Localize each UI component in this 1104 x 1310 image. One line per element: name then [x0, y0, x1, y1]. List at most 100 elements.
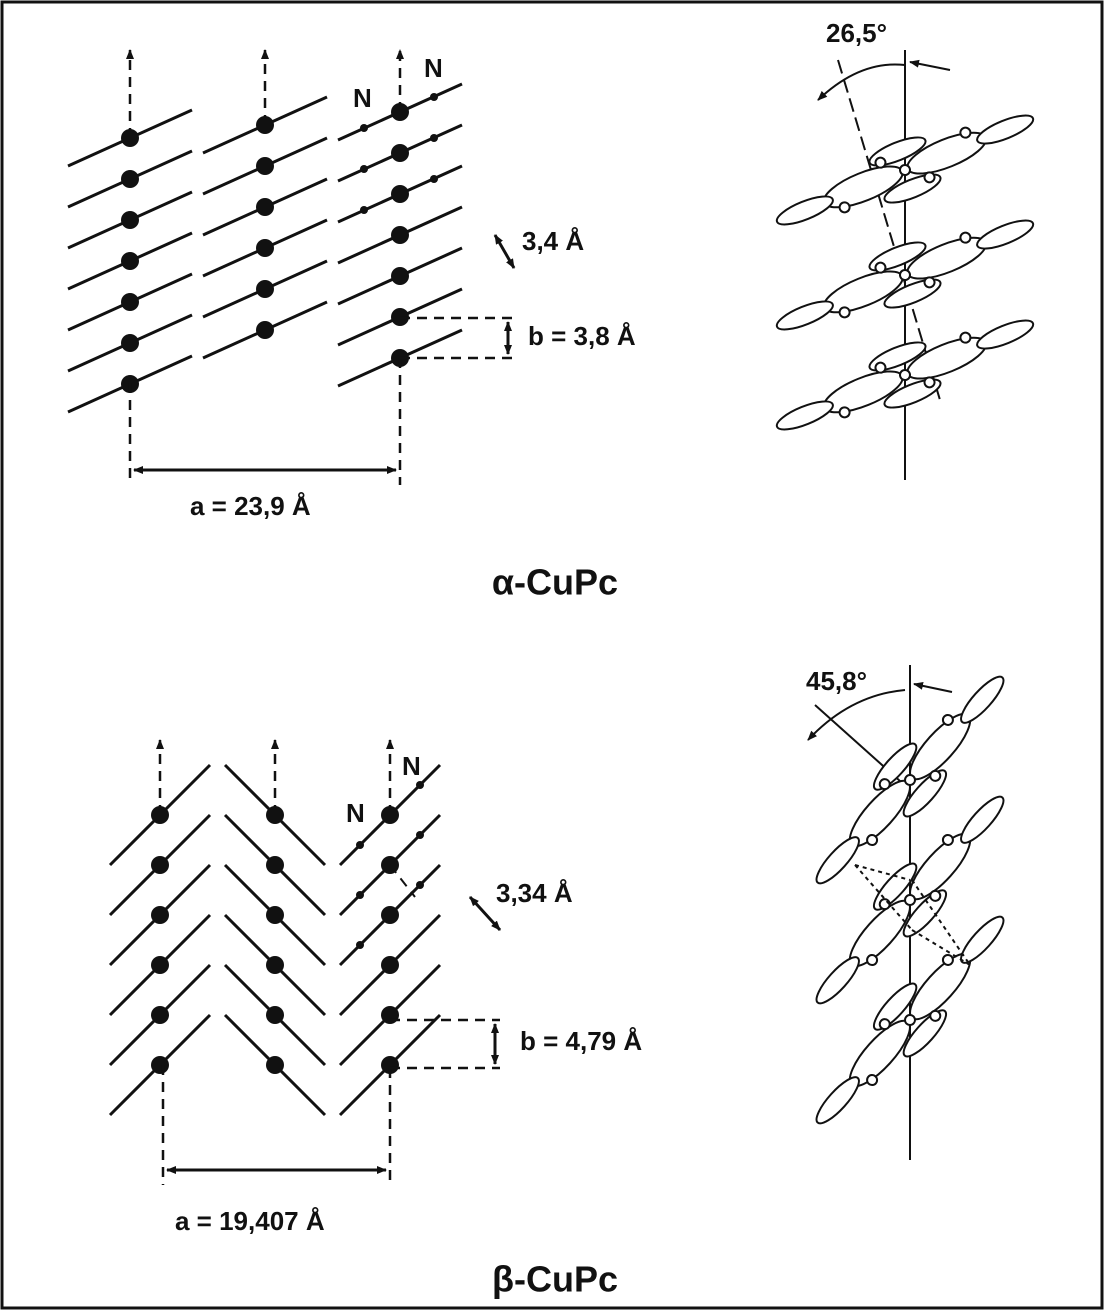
- dot: [151, 1056, 169, 1074]
- atom: [874, 361, 887, 374]
- atom: [904, 774, 916, 786]
- dot: [430, 134, 438, 142]
- dot: [356, 891, 364, 899]
- ring: [815, 1076, 860, 1125]
- angle-arc: [817, 63, 906, 101]
- atom: [904, 894, 916, 906]
- dot: [121, 252, 139, 270]
- atom: [866, 834, 879, 847]
- dot: [256, 239, 274, 257]
- n-label: N: [346, 798, 365, 828]
- atom: [899, 269, 911, 281]
- dot: [121, 211, 139, 229]
- dot: [391, 226, 409, 244]
- atom: [929, 1009, 942, 1022]
- dot: [121, 129, 139, 147]
- dot: [360, 165, 368, 173]
- atom: [959, 231, 972, 244]
- line: [854, 864, 911, 881]
- molecule: [815, 795, 1005, 1005]
- dot: [256, 321, 274, 339]
- dot: [416, 781, 424, 789]
- shapes: [67, 49, 1035, 1185]
- ring: [815, 956, 860, 1005]
- dot: [381, 806, 399, 824]
- dot: [266, 1006, 284, 1024]
- dot: [266, 1056, 284, 1074]
- atom: [838, 406, 851, 419]
- dot: [151, 856, 169, 874]
- angle-label: 26,5°: [826, 18, 887, 48]
- dot: [430, 93, 438, 101]
- n-label: N: [402, 751, 421, 781]
- atom: [874, 156, 887, 169]
- line: [911, 929, 971, 966]
- molecule: [775, 319, 1035, 431]
- dot: [360, 124, 368, 132]
- line: [913, 681, 953, 693]
- n-label: N: [353, 83, 372, 113]
- ring: [960, 795, 1005, 844]
- ring: [960, 675, 1005, 724]
- dot: [391, 144, 409, 162]
- dot: [360, 206, 368, 214]
- atom: [929, 769, 942, 782]
- caption: α-CuPc: [492, 562, 618, 603]
- atom: [923, 171, 936, 184]
- ring: [775, 195, 834, 226]
- line: [468, 895, 502, 932]
- dot: [391, 267, 409, 285]
- b-label: b = 4,79 Å: [520, 1026, 642, 1056]
- dot: [266, 906, 284, 924]
- atom: [878, 1018, 891, 1031]
- caption: β-CuPc: [492, 1259, 618, 1300]
- dot: [266, 806, 284, 824]
- dot: [430, 175, 438, 183]
- atom: [874, 261, 887, 274]
- molecule: [815, 675, 1005, 885]
- dot: [391, 103, 409, 121]
- angle-arc: [807, 689, 906, 741]
- dot: [381, 1056, 399, 1074]
- line: [493, 234, 516, 269]
- dot: [381, 1006, 399, 1024]
- dot: [266, 956, 284, 974]
- ring: [815, 836, 860, 885]
- molecule: [815, 915, 1005, 1125]
- spacing-label: 3,34 Å: [496, 878, 573, 908]
- ring: [976, 114, 1035, 145]
- line: [909, 59, 951, 71]
- atom: [899, 369, 911, 381]
- atom: [929, 889, 942, 902]
- atom: [899, 164, 911, 176]
- atom: [838, 306, 851, 319]
- dot: [256, 116, 274, 134]
- ring: [976, 219, 1035, 250]
- atom: [866, 1074, 879, 1087]
- atom: [838, 201, 851, 214]
- molecule: [775, 219, 1035, 331]
- ring: [976, 319, 1035, 350]
- dot: [381, 956, 399, 974]
- atom: [923, 276, 936, 289]
- line: [911, 879, 971, 966]
- atom: [941, 953, 954, 966]
- a-label: a = 19,407 Å: [175, 1206, 325, 1236]
- atom: [959, 331, 972, 344]
- dot: [121, 170, 139, 188]
- n-label: N: [424, 53, 443, 83]
- molecule: [775, 114, 1035, 226]
- dot: [256, 198, 274, 216]
- dot: [381, 906, 399, 924]
- dot: [256, 280, 274, 298]
- dot: [266, 856, 284, 874]
- line: [854, 864, 913, 931]
- ring: [960, 915, 1005, 964]
- b-label: b = 3,8 Å: [528, 321, 636, 351]
- a-label: a = 23,9 Å: [190, 491, 311, 521]
- dot: [256, 157, 274, 175]
- line: [389, 864, 416, 898]
- atom: [959, 126, 972, 139]
- dot: [356, 841, 364, 849]
